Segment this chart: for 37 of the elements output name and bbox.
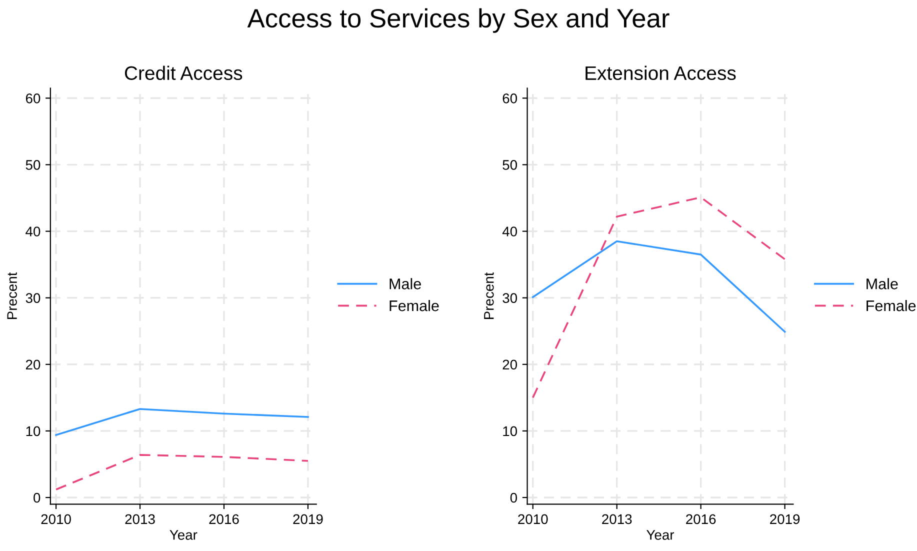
legend-label: Male bbox=[390, 278, 421, 290]
y-tick-label: 50 bbox=[502, 160, 518, 170]
line-series bbox=[55, 408, 309, 436]
chart-title: Credit Access bbox=[124, 66, 242, 80]
y-tick-label: 20 bbox=[502, 360, 518, 370]
text: Access to Services by Sex and Year bbox=[247, 8, 670, 33]
y-tick-label: 30 bbox=[26, 293, 40, 303]
y-axis-title: Precent bbox=[7, 272, 17, 319]
y-tick-label: 60 bbox=[502, 93, 518, 104]
x-tick-label: 2016 bbox=[686, 514, 716, 524]
legend-label: Female bbox=[390, 300, 439, 312]
line-series bbox=[532, 196, 786, 399]
legend-label: Female bbox=[866, 300, 916, 312]
chart-title: Extension Access bbox=[586, 66, 736, 80]
x-tick-label: 2013 bbox=[125, 514, 155, 524]
x-tick-label: 2010 bbox=[518, 514, 548, 524]
y-tick-label: 50 bbox=[26, 160, 40, 170]
y-tick-label: 10 bbox=[503, 426, 518, 436]
y-tick-label: 30 bbox=[502, 293, 518, 303]
line-series bbox=[532, 240, 786, 333]
x-tick-label: 2016 bbox=[209, 514, 239, 524]
x-tick-label: 2019 bbox=[770, 514, 800, 524]
x-tick-label: 2013 bbox=[602, 514, 632, 524]
x-axis-title: Year bbox=[646, 530, 674, 540]
x-tick-label: 2010 bbox=[41, 514, 71, 524]
y-tick-label: 10 bbox=[26, 426, 40, 436]
y-tick-label: 60 bbox=[26, 93, 40, 104]
y-tick-label: 0 bbox=[34, 492, 40, 503]
y-axis-title: Precent bbox=[484, 272, 494, 319]
line-series bbox=[55, 454, 309, 490]
x-axis-title: Year bbox=[170, 530, 198, 540]
y-tick-label: 40 bbox=[502, 226, 518, 236]
legend-label: Male bbox=[866, 278, 898, 290]
y-tick-label: 0 bbox=[510, 492, 518, 503]
y-tick-label: 40 bbox=[26, 226, 40, 236]
x-tick-label: 2019 bbox=[293, 514, 323, 524]
y-tick-label: 20 bbox=[26, 360, 40, 370]
